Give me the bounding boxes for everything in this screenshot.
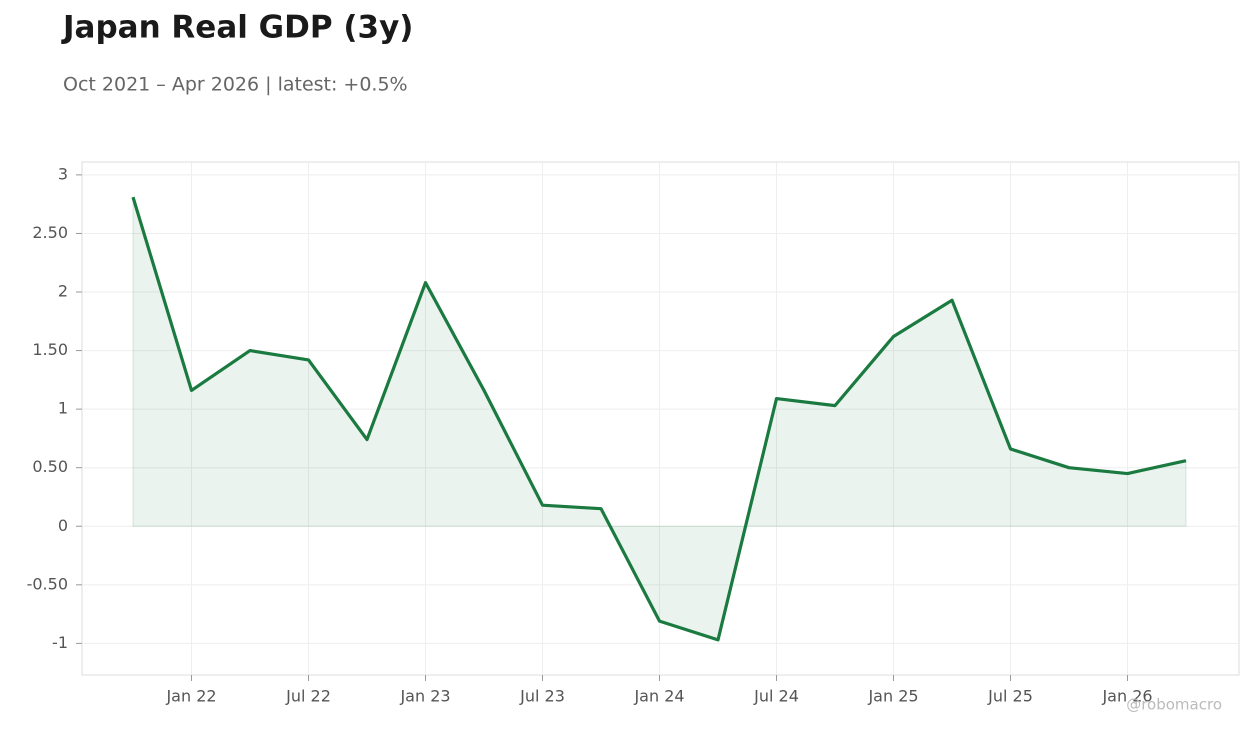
- y-tick-label: 2.50: [32, 223, 68, 242]
- y-tick-label: 2: [58, 282, 68, 301]
- y-tick-label: 0: [58, 516, 68, 535]
- x-tick-label: Jan 25: [867, 687, 918, 706]
- y-tick-label: 0.50: [32, 457, 68, 476]
- watermark: @robomacro: [1126, 696, 1222, 714]
- plot-frame: [81, 161, 1240, 676]
- x-tick-label: Jan 24: [633, 687, 684, 706]
- x-tick-label: Jul 24: [753, 687, 799, 706]
- x-tick-label: Jul 22: [285, 687, 331, 706]
- y-tick-label: 3: [58, 164, 68, 183]
- y-tick-label: -0.50: [27, 574, 68, 593]
- y-tick-label: -1: [52, 633, 68, 652]
- x-tick-label: Jan 22: [165, 687, 216, 706]
- y-tick-label: 1: [58, 399, 68, 418]
- chart-subtitle: Oct 2021 – Apr 2026 | latest: +0.5%: [63, 74, 408, 96]
- line: [131, 196, 1187, 642]
- x-tick-label: Jan 23: [399, 687, 450, 706]
- chart-title: Japan Real GDP (3y): [61, 10, 413, 46]
- x-tick-label: Jan 26: [1101, 687, 1152, 706]
- x-tick-label: Jul 25: [987, 687, 1033, 706]
- x-tick-label: Jul 23: [519, 687, 565, 706]
- y-tick-label: 1.50: [32, 340, 68, 359]
